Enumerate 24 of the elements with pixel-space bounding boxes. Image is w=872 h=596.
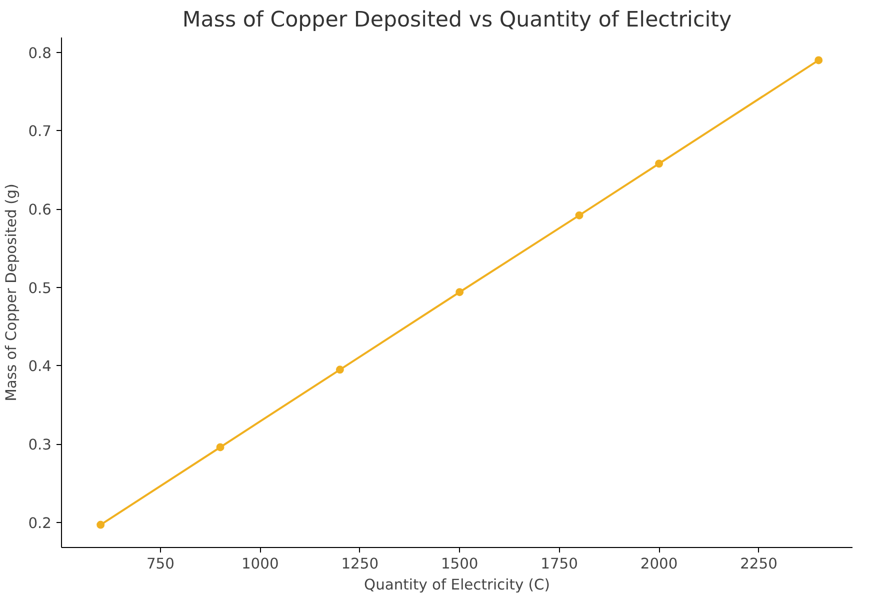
- point: [655, 160, 664, 168]
- y-tick-label: 0.4: [28, 358, 52, 376]
- x-tick-label: 2000: [640, 556, 678, 572]
- x-axis-title: Quantity of Electricity (C): [364, 576, 550, 594]
- x-tick-label: 2250: [740, 556, 778, 572]
- y-tick-label: 0.2: [28, 514, 52, 532]
- chart-title: Mass of Copper Deposited vs Quantity of Electricity: [182, 8, 732, 32]
- x-tick-label: 1500: [440, 556, 478, 572]
- x-tick-label: 1000: [242, 556, 279, 572]
- x-tick-label: 1750: [540, 556, 578, 572]
- point: [575, 211, 584, 220]
- y-tick-label: 0.3: [28, 436, 52, 454]
- point: [96, 520, 105, 529]
- point: [814, 56, 823, 64]
- y-tick-label: 0.7: [28, 123, 52, 140]
- y-axis-title: Mass of Copper Deposited (g): [3, 184, 20, 402]
- point: [336, 366, 344, 374]
- x-tick-label: 750: [146, 556, 174, 572]
- y-tick-label: 0.6: [28, 202, 52, 219]
- y-tick-label: 0.8: [28, 44, 52, 62]
- x-tick-label: 1250: [341, 556, 379, 572]
- y-tick-label: 0.5: [28, 280, 52, 297]
- point: [456, 288, 464, 296]
- point: [216, 443, 224, 452]
